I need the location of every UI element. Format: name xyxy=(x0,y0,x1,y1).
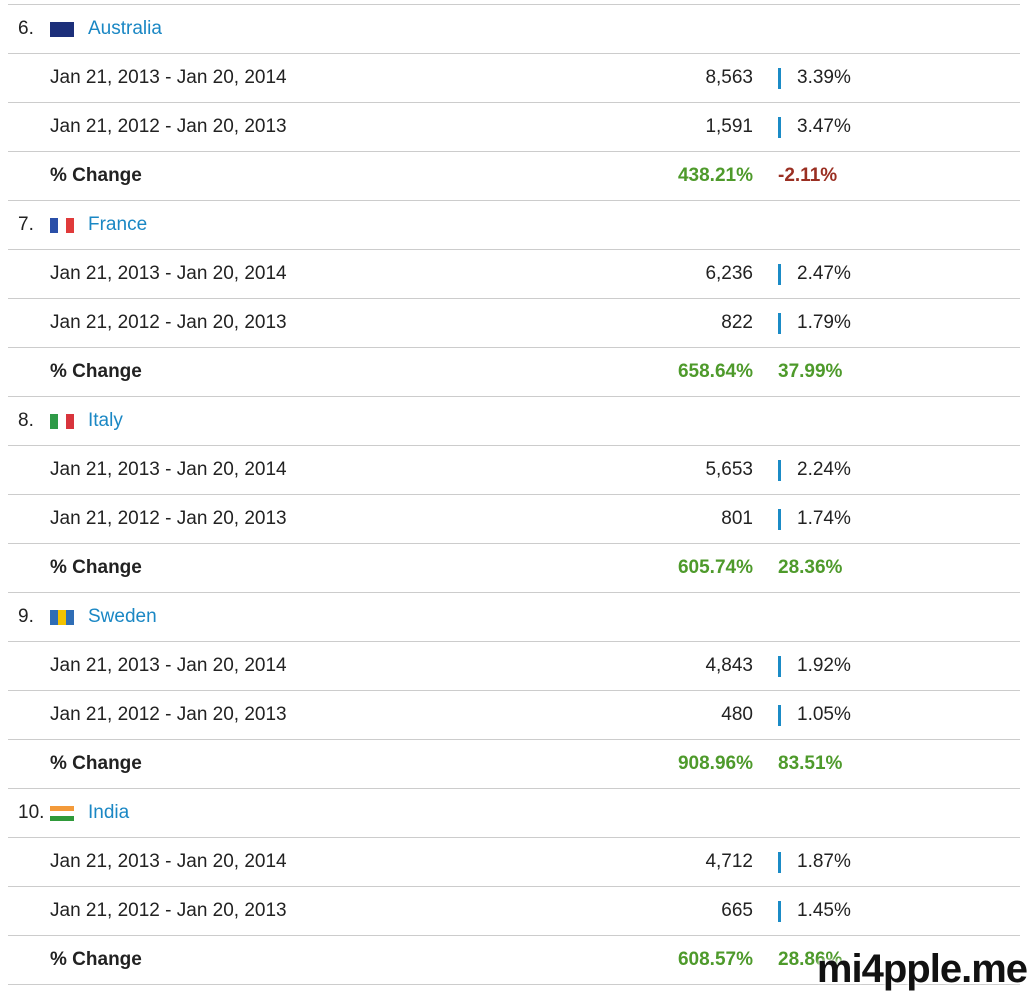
change-value: 438.21% xyxy=(677,165,753,186)
sessions: 4,712 xyxy=(705,851,753,872)
date-range: Jan 21, 2013 - Jan 20, 2014 xyxy=(50,67,287,88)
change-label: % Change xyxy=(50,753,142,774)
period-row: Jan 21, 2013 - Jan 20, 2014 4,843 1.92% xyxy=(8,642,1020,691)
change-value: 908.96% xyxy=(677,753,753,774)
period-row: Jan 21, 2012 - Jan 20, 2013 801 1.74% xyxy=(8,495,1020,544)
rank: 9. xyxy=(18,606,34,627)
share-bar xyxy=(778,656,781,677)
period-row: Jan 21, 2012 - Jan 20, 2013 1,591 3.47% xyxy=(8,103,1020,152)
period-row: Jan 21, 2012 - Jan 20, 2013 665 1.45% xyxy=(8,887,1020,936)
share-percent: 1.92% xyxy=(797,655,851,676)
share-percent: 1.74% xyxy=(797,508,851,529)
share-bar xyxy=(778,852,781,873)
change-label: % Change xyxy=(50,949,142,970)
rank: 10. xyxy=(18,802,45,823)
share-bar xyxy=(778,313,781,334)
change-label: % Change xyxy=(50,361,142,382)
date-range: Jan 21, 2013 - Jan 20, 2014 xyxy=(50,459,287,480)
country-link[interactable]: India xyxy=(88,802,130,823)
country-row: 6. Australia xyxy=(8,5,1020,54)
date-range: Jan 21, 2013 - Jan 20, 2014 xyxy=(50,655,287,676)
date-range: Jan 21, 2013 - Jan 20, 2014 xyxy=(50,263,287,284)
country-row: 7. France xyxy=(8,201,1020,250)
country-row: 10. India xyxy=(8,789,1020,838)
date-range: Jan 21, 2012 - Jan 20, 2013 xyxy=(50,900,287,921)
flag-icon xyxy=(50,610,74,625)
sessions: 4,843 xyxy=(705,655,753,676)
date-range: Jan 21, 2013 - Jan 20, 2014 xyxy=(50,851,287,872)
change-share: 37.99% xyxy=(778,361,843,382)
country-link[interactable]: Italy xyxy=(88,410,123,431)
country-link[interactable]: Australia xyxy=(88,18,162,39)
change-value: 608.57% xyxy=(677,949,753,970)
date-range: Jan 21, 2012 - Jan 20, 2013 xyxy=(50,508,287,529)
share-percent: 1.79% xyxy=(797,312,851,333)
sessions: 665 xyxy=(721,900,753,921)
rank: 7. xyxy=(18,214,34,235)
share-percent: 1.05% xyxy=(797,704,851,725)
country-link[interactable]: France xyxy=(88,214,148,235)
sessions: 8,563 xyxy=(705,67,753,88)
date-range: Jan 21, 2012 - Jan 20, 2013 xyxy=(50,312,287,333)
change-label: % Change xyxy=(50,165,142,186)
period-row: Jan 21, 2012 - Jan 20, 2013 480 1.05% xyxy=(8,691,1020,740)
change-share: 28.86% xyxy=(778,949,843,970)
change-row: % Change 605.74% 28.36% xyxy=(8,544,1020,593)
date-range: Jan 21, 2012 - Jan 20, 2013 xyxy=(50,704,287,725)
sessions: 6,236 xyxy=(705,263,753,284)
flag-icon xyxy=(50,414,74,429)
share-bar xyxy=(778,901,781,922)
change-row: % Change 608.57% 28.86% xyxy=(8,936,1020,985)
flag-icon xyxy=(50,806,74,821)
change-row: % Change 908.96% 83.51% xyxy=(8,740,1020,789)
date-range: Jan 21, 2012 - Jan 20, 2013 xyxy=(50,116,287,137)
country-row: 9. Sweden xyxy=(8,593,1020,642)
flag-icon xyxy=(50,218,74,233)
period-row: Jan 21, 2013 - Jan 20, 2014 5,653 2.24% xyxy=(8,446,1020,495)
change-row: % Change 438.21% -2.11% xyxy=(8,152,1020,201)
rank: 6. xyxy=(18,18,34,39)
country-link[interactable]: Sweden xyxy=(88,606,157,627)
sessions: 822 xyxy=(721,312,753,333)
share-percent: 1.87% xyxy=(797,851,851,872)
country-row: 8. Italy xyxy=(8,397,1020,446)
watermark: mi4pple.me xyxy=(816,947,1027,991)
country-table: 6. Australia Jan 21, 2013 - Jan 20, 2014 8,… xyxy=(8,4,1020,985)
change-share: -2.11% xyxy=(778,165,838,186)
share-bar xyxy=(778,705,781,726)
period-row: Jan 21, 2013 - Jan 20, 2014 6,236 2.47% xyxy=(8,250,1020,299)
change-value: 658.64% xyxy=(677,361,753,382)
period-row: Jan 21, 2013 - Jan 20, 2014 8,563 3.39% xyxy=(8,54,1020,103)
period-row: Jan 21, 2013 - Jan 20, 2014 4,712 1.87% xyxy=(8,838,1020,887)
change-label: % Change xyxy=(50,557,142,578)
sessions: 1,591 xyxy=(705,116,753,137)
share-percent: 3.47% xyxy=(797,116,851,137)
rank: 8. xyxy=(18,410,34,431)
change-value: 605.74% xyxy=(677,557,753,578)
change-share: 28.36% xyxy=(778,557,843,578)
share-percent: 2.47% xyxy=(797,263,851,284)
flag-icon xyxy=(50,22,74,37)
change-share: 83.51% xyxy=(778,753,843,774)
share-bar xyxy=(778,460,781,481)
change-row: % Change 658.64% 37.99% xyxy=(8,348,1020,397)
sessions: 5,653 xyxy=(705,459,753,480)
sessions: 480 xyxy=(721,704,753,725)
share-percent: 2.24% xyxy=(797,459,851,480)
share-bar xyxy=(778,509,781,530)
share-bar xyxy=(778,68,781,89)
share-percent: 3.39% xyxy=(797,67,851,88)
share-percent: 1.45% xyxy=(797,900,851,921)
share-bar xyxy=(778,117,781,138)
share-bar xyxy=(778,264,781,285)
period-row: Jan 21, 2012 - Jan 20, 2013 822 1.79% xyxy=(8,299,1020,348)
sessions: 801 xyxy=(721,508,753,529)
